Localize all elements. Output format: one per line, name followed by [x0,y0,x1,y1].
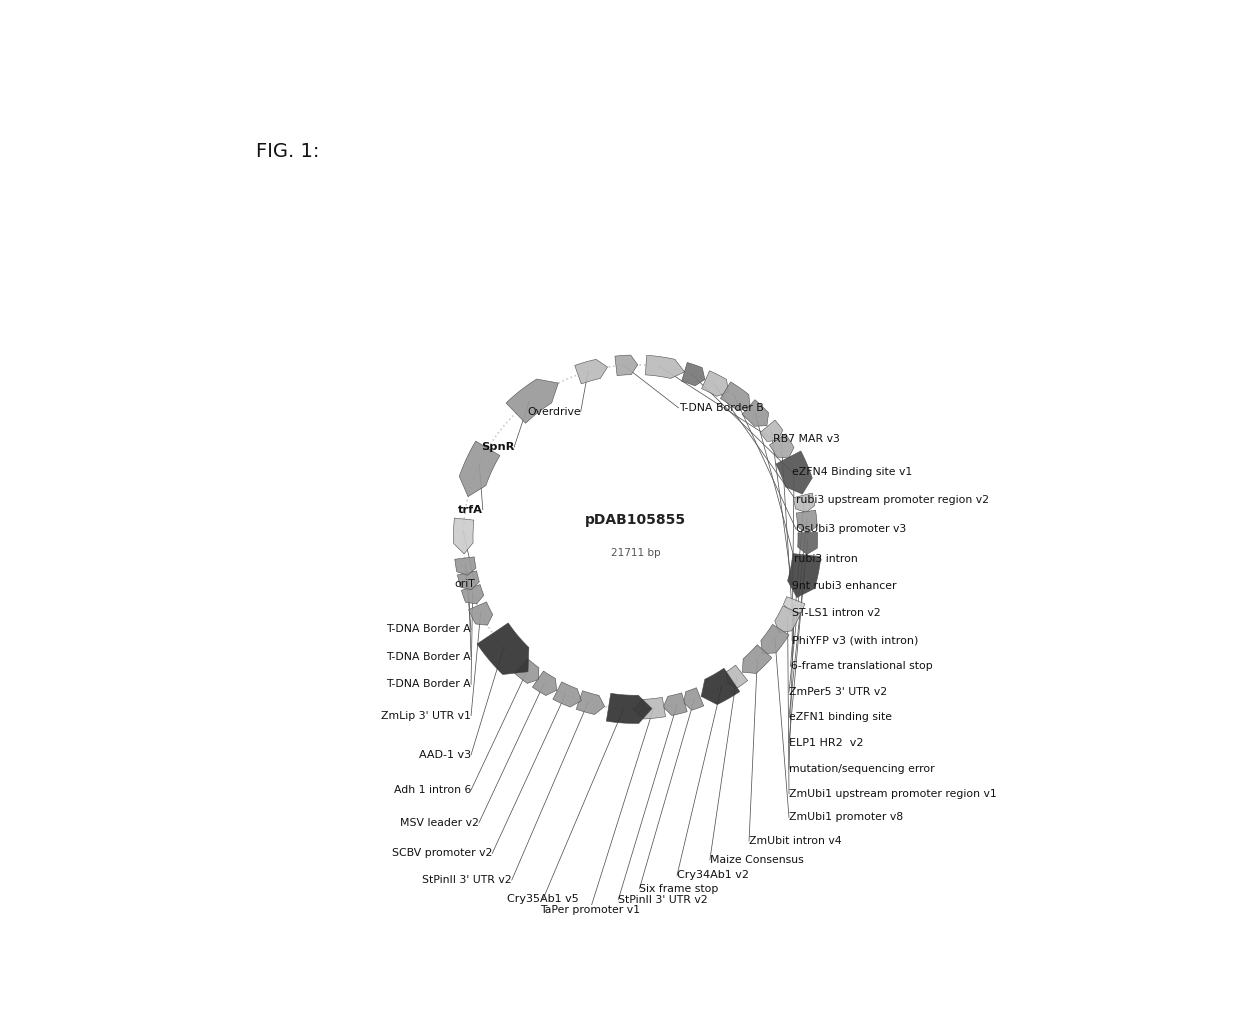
Polygon shape [615,355,637,375]
Polygon shape [683,687,704,710]
Polygon shape [776,451,812,494]
Polygon shape [743,645,771,673]
Polygon shape [794,493,815,513]
Text: T-DNA Border A: T-DNA Border A [387,652,471,662]
Polygon shape [532,671,557,696]
Polygon shape [797,532,817,554]
Text: ZmLip 3' UTR v1: ZmLip 3' UTR v1 [381,711,471,721]
Polygon shape [469,602,492,625]
Text: AAD-1 v3: AAD-1 v3 [419,750,471,760]
Text: RB7 MAR v3: RB7 MAR v3 [773,434,839,444]
Text: 21711 bp: 21711 bp [610,548,661,557]
Text: Cry34Ab1 v2: Cry34Ab1 v2 [677,871,749,881]
Polygon shape [760,420,782,441]
Text: ST-LS1 intron v2: ST-LS1 intron v2 [792,608,880,618]
Text: ZmUbi1 promoter v8: ZmUbi1 promoter v8 [789,813,903,823]
Polygon shape [577,691,605,715]
Polygon shape [761,624,789,654]
Text: T-DNA Border A: T-DNA Border A [387,624,471,635]
Text: mutation/sequencing error: mutation/sequencing error [789,764,935,774]
Text: 6-frame translational stop: 6-frame translational stop [791,661,932,671]
Polygon shape [682,362,704,385]
Polygon shape [515,659,539,683]
Text: StPinII 3' UTR v2: StPinII 3' UTR v2 [619,895,708,905]
Polygon shape [506,379,558,423]
Text: 9nt rubi3 enhancer: 9nt rubi3 enhancer [792,582,897,592]
Polygon shape [458,571,480,590]
Polygon shape [796,511,817,533]
Polygon shape [702,371,729,397]
Polygon shape [720,381,750,410]
Polygon shape [461,585,484,604]
Text: FIG. 1:: FIG. 1: [255,141,319,161]
Text: OsUbi3 promoter v3: OsUbi3 promoter v3 [796,524,906,534]
Text: trfA: trfA [458,504,482,515]
Text: TaPer promoter v1: TaPer promoter v1 [541,905,640,915]
Polygon shape [769,434,794,459]
Text: T-DNA Border B: T-DNA Border B [678,403,764,413]
Text: ZmPer5 3' UTR v2: ZmPer5 3' UTR v2 [789,687,887,697]
Polygon shape [574,359,608,383]
Text: StPinII 3' UTR v2: StPinII 3' UTR v2 [422,875,512,885]
Text: PhiYFP v3 (with intron): PhiYFP v3 (with intron) [792,636,919,646]
Polygon shape [455,557,476,576]
Polygon shape [742,400,769,426]
Text: rubi3 intron: rubi3 intron [795,554,858,564]
Text: Overdrive: Overdrive [527,407,580,417]
Text: rubi3 upstream promoter region v2: rubi3 upstream promoter region v2 [796,495,990,505]
Text: ZmUbit intron v4: ZmUbit intron v4 [749,836,842,846]
Text: SCBV promoter v2: SCBV promoter v2 [392,848,492,858]
Polygon shape [645,355,684,378]
Text: ZmUbi1 upstream promoter region v1: ZmUbi1 upstream promoter region v1 [789,789,997,799]
Text: Cry35Ab1 v5: Cry35Ab1 v5 [507,894,579,904]
Polygon shape [727,665,748,689]
Text: pDAB105855: pDAB105855 [585,513,686,527]
Polygon shape [459,441,500,496]
Polygon shape [553,681,582,707]
Polygon shape [663,693,687,716]
Polygon shape [701,668,740,705]
Polygon shape [775,606,801,633]
Text: Adh 1 intron 6: Adh 1 intron 6 [393,785,471,795]
Text: MSV leader v2: MSV leader v2 [401,818,479,828]
Text: eZFN1 binding site: eZFN1 binding site [789,712,892,722]
Text: Six frame stop: Six frame stop [640,884,719,894]
Polygon shape [787,553,821,597]
Text: eZFN4 Binding site v1: eZFN4 Binding site v1 [792,467,913,477]
Polygon shape [784,597,805,612]
Text: SpnR: SpnR [481,442,515,452]
Text: oriT: oriT [454,579,475,589]
Text: ELP1 HR2  v2: ELP1 HR2 v2 [789,738,863,749]
Polygon shape [634,698,666,719]
Polygon shape [606,694,652,723]
Text: T-DNA Border A: T-DNA Border A [387,679,471,690]
Text: Maize Consensus: Maize Consensus [709,854,804,864]
Polygon shape [477,622,529,674]
Polygon shape [454,518,474,554]
